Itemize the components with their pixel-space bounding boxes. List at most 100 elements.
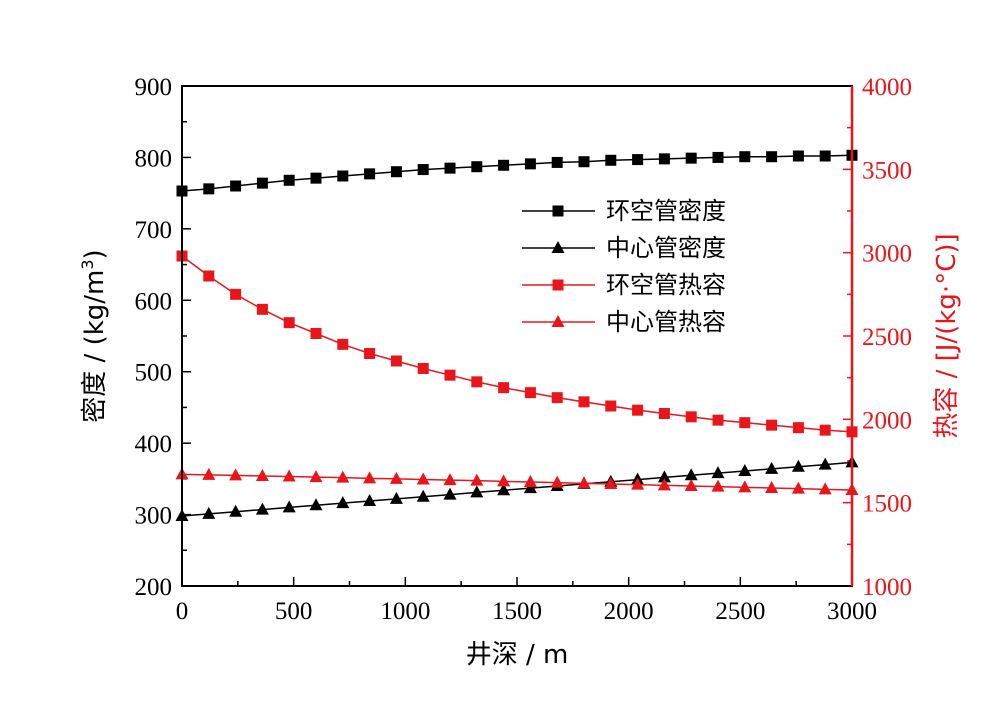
data-point: [443, 473, 457, 486]
data-point: [605, 154, 617, 166]
legend-label: 环空管密度: [606, 197, 726, 225]
data-point: [739, 417, 751, 429]
data-point: [578, 396, 590, 408]
data-point: [444, 369, 456, 381]
data-point: [766, 419, 778, 431]
legend-label: 环空管热容: [606, 271, 726, 299]
data-point: [604, 477, 618, 489]
x-tick-label: 1000: [380, 598, 430, 625]
left-y-tick-label: 300: [135, 503, 173, 530]
data-point: [203, 183, 215, 195]
series-4: [175, 467, 859, 495]
data-point: [765, 481, 779, 493]
right-y-axis-title: 热容 / [J/(kg·°C)]: [932, 233, 962, 438]
left-y-tick-label: 900: [135, 74, 173, 101]
data-point: [283, 174, 295, 186]
data-point: [283, 317, 295, 329]
data-point: [632, 154, 644, 166]
right-y-tick-label: 2500: [862, 324, 912, 351]
x-tick-label: 2000: [604, 598, 654, 625]
data-point: [256, 177, 268, 189]
data-point: [310, 172, 322, 184]
data-point: [390, 166, 402, 178]
data-point: [791, 459, 805, 472]
data-point: [684, 479, 698, 491]
legend-label: 中心管密度: [606, 234, 726, 262]
series-3: [176, 250, 858, 438]
data-point: [712, 151, 724, 163]
data-point: [336, 496, 350, 509]
data-point: [766, 151, 778, 163]
data-point: [792, 422, 804, 434]
data-point: [738, 464, 752, 476]
data-point: [282, 469, 296, 482]
data-point: [819, 424, 831, 436]
data-point: [498, 159, 510, 171]
data-point: [443, 487, 457, 500]
data-point: [230, 180, 242, 192]
data-point: [684, 468, 698, 481]
series-1: [176, 149, 858, 197]
left-y-tick-label: 700: [135, 217, 173, 244]
data-point: [818, 457, 832, 470]
data-point: [685, 411, 697, 423]
data-point: [657, 470, 671, 483]
data-point: [739, 151, 751, 163]
data-point: [230, 288, 242, 300]
right-y-tick-label: 1000: [862, 574, 912, 601]
data-point: [551, 392, 563, 404]
data-point: [390, 355, 402, 367]
data-point: [605, 400, 617, 412]
data-point: [712, 414, 724, 426]
data-point: [470, 485, 484, 498]
data-point: [444, 162, 456, 174]
data-point: [256, 303, 268, 315]
series-line: [181, 461, 853, 517]
data-point: [738, 480, 752, 493]
data-point: [364, 168, 376, 180]
data-point: [202, 467, 216, 480]
data-point: [363, 494, 377, 506]
left-y-axis-title-main: 密度 / (kg/m: [80, 270, 110, 423]
legend-marker: [551, 241, 565, 253]
plot-frame: [181, 85, 853, 587]
left-y-tick-label: 500: [135, 360, 173, 387]
x-tick-label: 3000: [827, 598, 877, 625]
data-point: [202, 506, 216, 519]
data-point: [577, 476, 591, 489]
left-y-tick-label: 600: [135, 288, 173, 315]
data-point: [336, 470, 350, 483]
data-point: [658, 408, 670, 419]
right-y-tick-label: 3500: [862, 157, 912, 184]
legend-marker: [552, 205, 564, 217]
legend-marker: [552, 279, 564, 291]
data-point: [417, 363, 429, 374]
data-point: [658, 153, 670, 165]
data-point: [818, 482, 832, 495]
legend-marker: [551, 315, 565, 327]
data-point: [364, 348, 376, 359]
data-point: [551, 156, 563, 168]
series-line: [181, 473, 853, 491]
data-point: [685, 152, 697, 164]
data-point: [711, 479, 725, 492]
data-point: [255, 469, 269, 481]
data-point: [523, 475, 537, 487]
data-point: [363, 471, 377, 484]
left-y-axis-ticks: 200 300 400 500 600 700 800 900: [135, 74, 191, 601]
right-y-axis-ticks: 1000 1500 2000 2500 3000 3500 4000: [843, 74, 912, 601]
data-point: [765, 461, 779, 474]
x-axis-title: 井深 / m: [466, 640, 569, 670]
data-point: [389, 471, 403, 484]
data-point: [498, 382, 510, 394]
data-point: [229, 468, 243, 481]
left-y-tick-label: 400: [135, 431, 173, 458]
data-point: [470, 473, 484, 486]
data-point: [416, 472, 430, 485]
x-axis-ticks: 0 500 1000 1500 2000 2500 3000: [176, 577, 877, 625]
data-point: [471, 376, 483, 388]
data-point: [337, 338, 349, 350]
data-point: [416, 489, 430, 502]
